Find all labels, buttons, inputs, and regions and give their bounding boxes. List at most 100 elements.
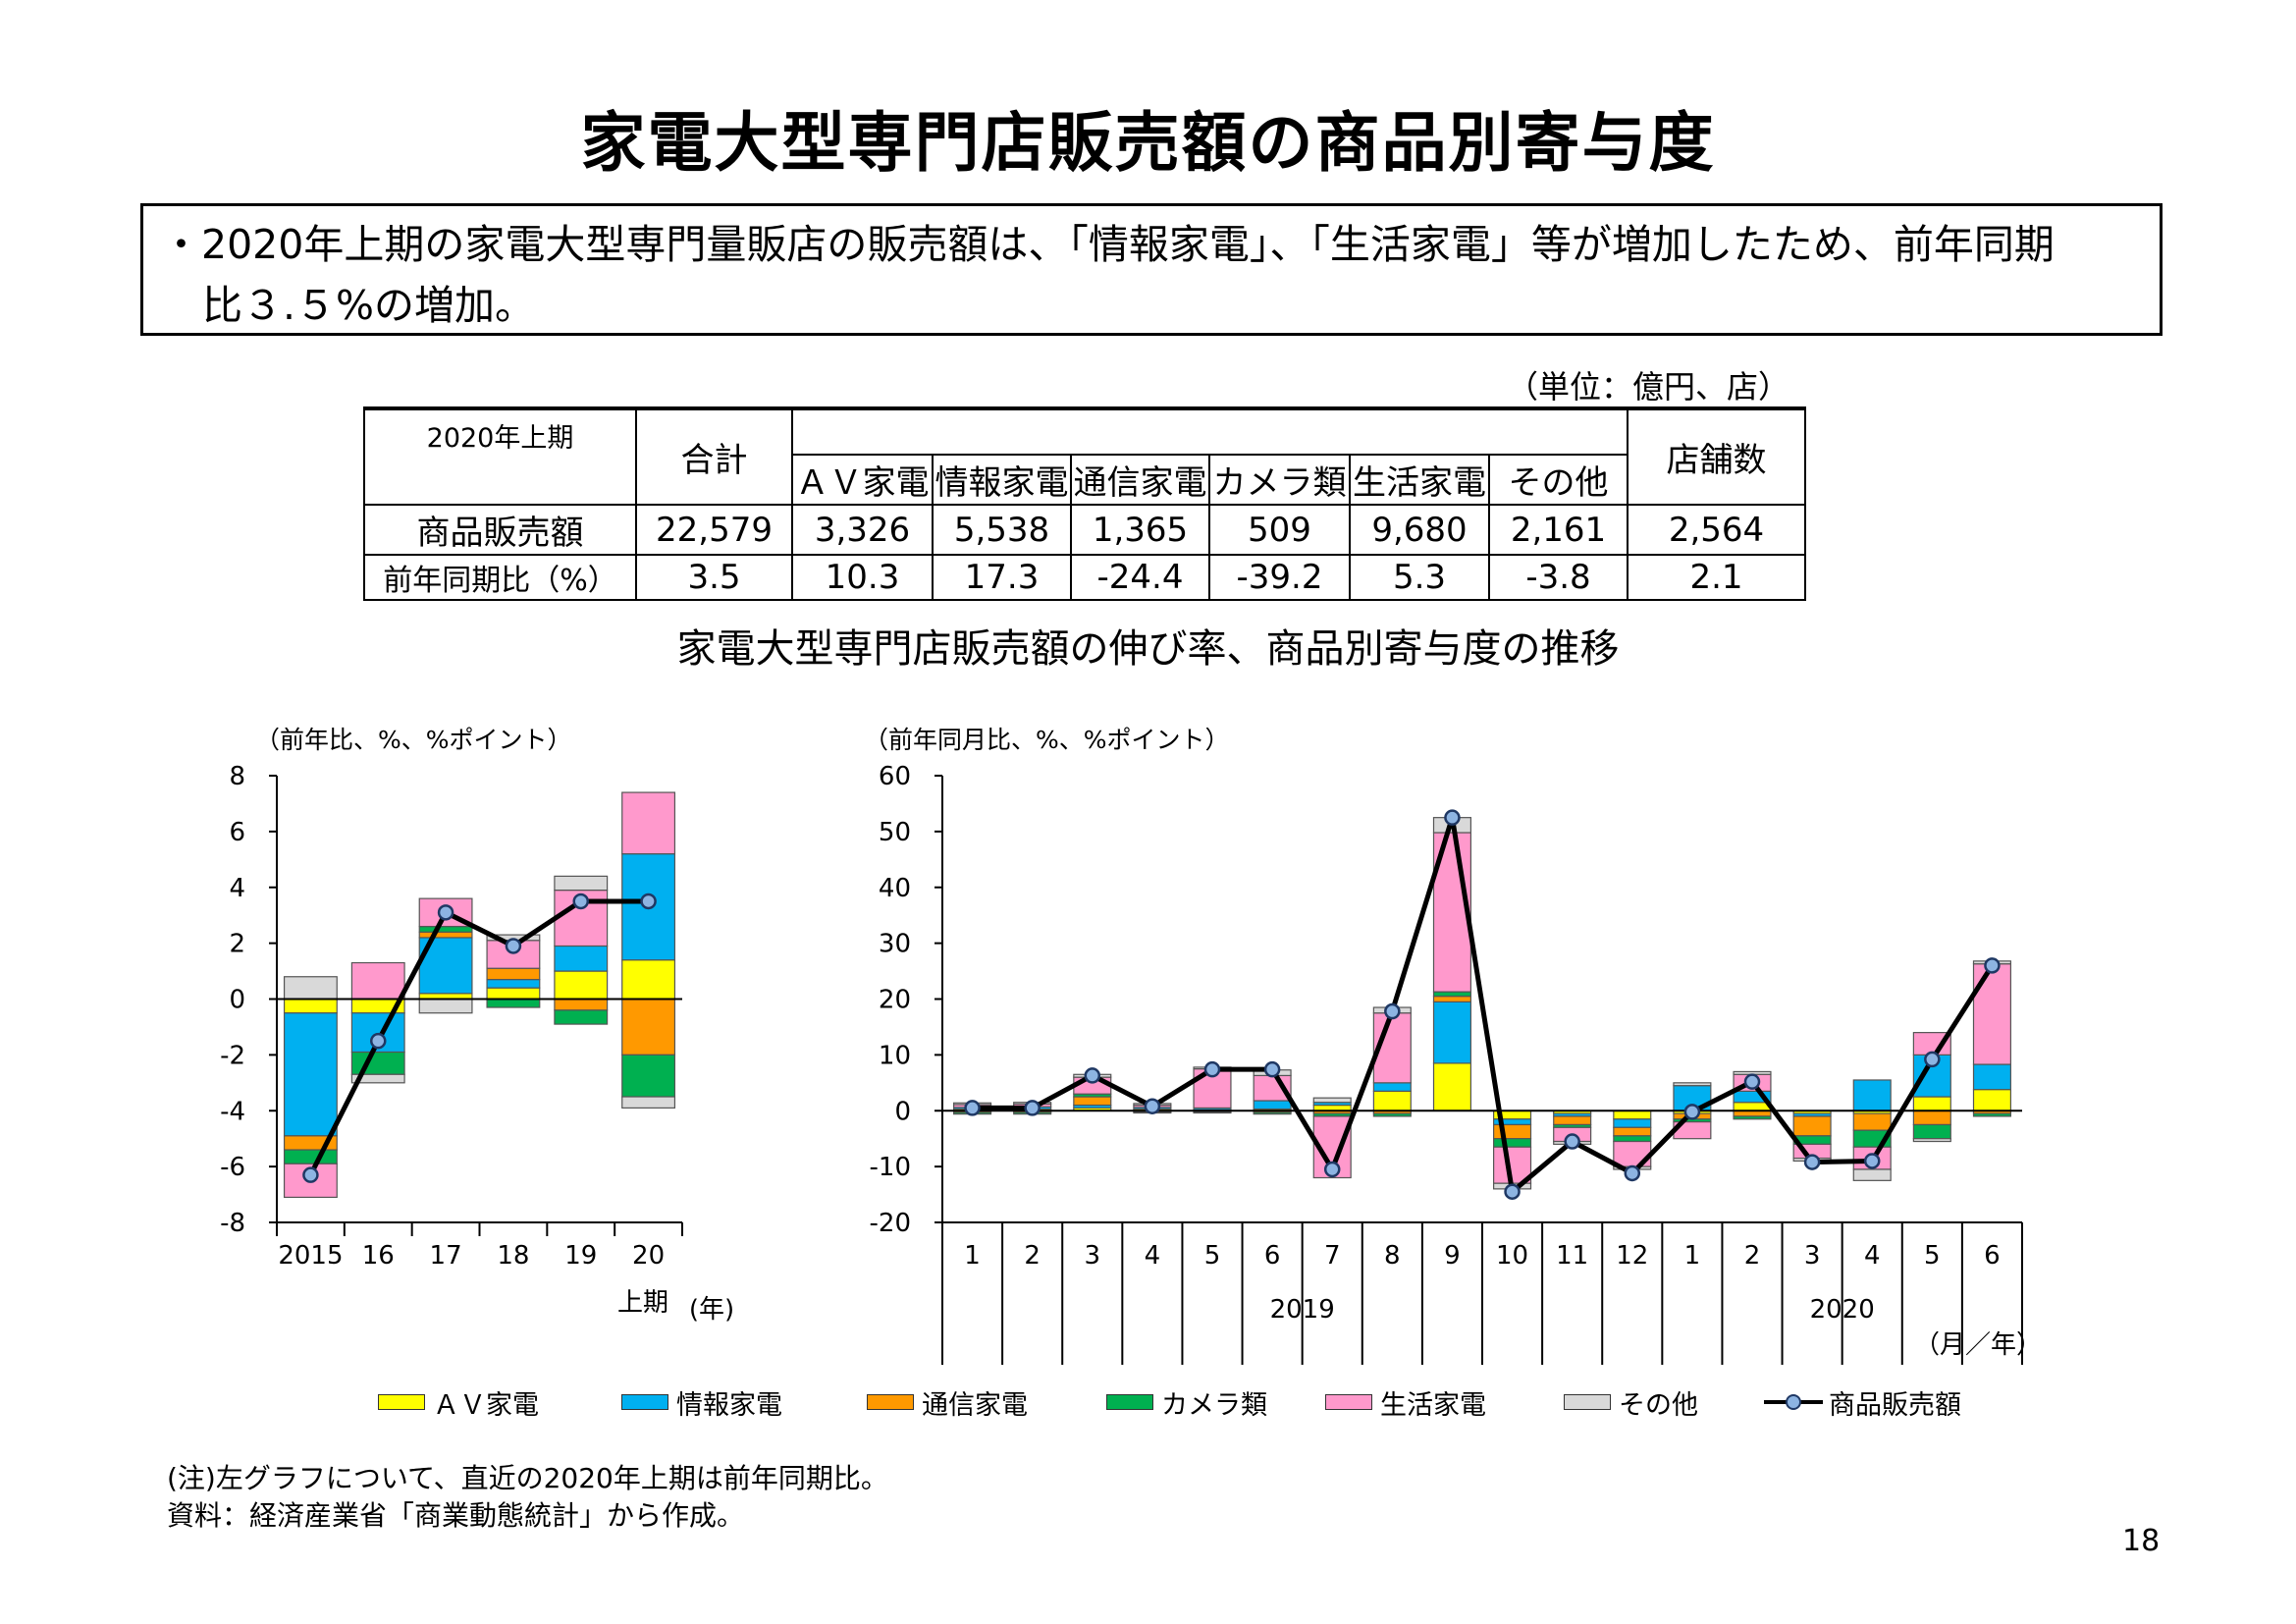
bar-segment [350,961,405,1001]
legend-swatch-av [378,1394,425,1410]
table-cell: 9,680 [1349,504,1490,556]
bar-segment [1613,1126,1652,1137]
y-tick-label: 4 [229,874,245,903]
bar-segment [1972,963,2011,1065]
table-row: 前年同期比（%） 3.5 10.3 17.3 -24.4 -39.2 5.3 -… [363,554,1806,601]
x-tick-label: 2 [1024,1241,1041,1271]
table-col-header: カメラ類 [1208,454,1351,506]
sales-point [1803,1154,1821,1170]
sales-point [1144,1098,1161,1114]
bar-segment [1613,1118,1652,1128]
sales-point [1863,1153,1881,1169]
bar-segment [1912,1138,1951,1143]
bar-segment [283,1149,338,1164]
bar-segment [486,987,541,1001]
x-tick-label: 11 [1556,1241,1588,1271]
y-axis-label: （前年同月比、%、%ポイント） [864,726,1230,754]
x-tick-label: 10 [1496,1241,1528,1271]
x-tick-label: 2015 [278,1241,343,1271]
sales-point [1203,1060,1221,1078]
legend-item-living: 生活家電 [1325,1382,1486,1422]
legend-label: 情報家電 [676,1389,782,1421]
bar-segment [418,931,473,939]
y-tick-label: 10 [879,1041,911,1070]
chart-legend: ＡＶ家電 情報家電 通信家電 カメラ類 生活家電 その他 商品販売額 [378,1382,1988,1422]
table-cell: 10.3 [791,554,934,601]
table-cell: 1,365 [1070,504,1210,556]
bar-segment [621,791,676,855]
x-group-label: 2019 [1270,1295,1335,1325]
x-group-label: 2020 [1810,1295,1875,1325]
table-cell: 3.5 [635,554,793,601]
bar-segment [1432,996,1471,1002]
bar-segment [418,998,473,1014]
x-tick-label: 20 [632,1241,665,1271]
bar-segment [1972,1063,2011,1091]
table-cell: 2,564 [1627,504,1806,556]
table-col-header: 通信家電 [1070,454,1210,506]
y-tick-label: 0 [894,1097,911,1126]
bar-segment [1912,1110,1951,1126]
notes: (注)左グラフについて、直近の2020年上期は前年同期比。 資料：経済産業省「商… [167,1460,888,1535]
y-tick-label: -10 [870,1153,911,1182]
table-cell: 17.3 [932,554,1072,601]
bar-segment [283,998,338,1014]
bar-segment [486,998,541,1008]
bar-segment [1673,1082,1712,1087]
y-tick-label: 2 [229,930,245,959]
bar-segment [1372,1082,1412,1092]
bar-segment [1912,1096,1951,1111]
sales-point [1263,1060,1281,1078]
note-line: (注)左グラフについて、直近の2020年上期は前年同期比。 [167,1462,888,1494]
y-tick-label: -4 [220,1097,245,1126]
sales-table: 2020年上期 合計 店舗数 ＡＶ家電 情報家電 通信家電 カメラ類 生活家電 … [363,406,1806,601]
sales-point [572,893,589,910]
table-cell: -3.8 [1488,554,1629,601]
bar-segment [1073,1096,1112,1107]
bar-segment [1432,1001,1471,1064]
x-tick-label: 18 [497,1241,529,1271]
x-tick-label: 12 [1616,1241,1648,1271]
bar-segment [621,1096,676,1110]
legend-swatch-telecom [867,1394,914,1410]
summary-box: ・2020年上期の家電大型専門量販店の販売額は、「情報家電」、「生活家電」等が増… [140,203,2163,336]
legend-swatch-other [1564,1394,1611,1410]
table-cell: -39.2 [1208,554,1351,601]
x-tick-label: 1 [1684,1241,1701,1271]
bar-segment [1613,1135,1652,1143]
x-tick-label: 3 [1804,1241,1821,1271]
bar-segment [486,967,541,981]
sales-line [972,816,1995,1197]
y-tick-label: 60 [879,762,911,791]
bar-segment [1733,1102,1772,1111]
bar-segment [1312,1097,1352,1104]
x-tick-label: 3 [1085,1241,1101,1271]
table-row-label: 商品販売額 [363,504,637,556]
y-tick-label: -8 [220,1209,245,1238]
sales-point [1444,809,1461,826]
table-cell: 5.3 [1349,554,1490,601]
legend-swatch-camera [1106,1394,1153,1410]
bar-segment [1852,1079,1892,1111]
page-title: 家電大型専門店販売額の商品別寄与度 [580,105,1716,181]
sales-point [1084,1067,1101,1084]
bar-segment [1493,1123,1532,1140]
bar-segment [1852,1112,1892,1131]
sales-point [1984,957,2001,974]
y-axis-label: （前年比、%、%ポイント） [255,726,572,754]
bar-segment [418,925,473,933]
bar-segment [1253,1111,1292,1115]
x-axis-unit: （月／年） [1914,1330,2042,1360]
y-tick-label: 40 [879,874,911,903]
x-tick-label: 6 [1984,1241,2001,1271]
bar-segment [554,970,609,1001]
table-col-header: その他 [1488,454,1629,506]
bar-segment [1972,1112,2011,1117]
source-line: 資料：経済産業省「商業動態統計」から作成。 [167,1499,745,1532]
bar-segment [283,1012,338,1137]
x-tick-label: 9 [1444,1241,1461,1271]
table-cell: 2,161 [1488,504,1629,556]
x-tick-label: 8 [1384,1241,1401,1271]
table-total-header: 合計 [635,406,793,506]
